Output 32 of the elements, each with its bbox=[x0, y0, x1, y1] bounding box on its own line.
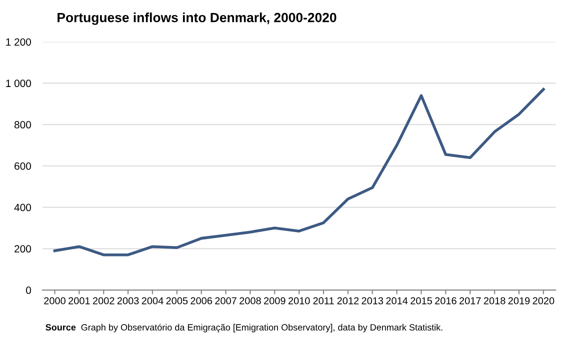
x-tick-label: 2015 bbox=[410, 297, 432, 304]
x-tick-label: 2014 bbox=[386, 297, 408, 304]
x-tick-label: 2010 bbox=[288, 297, 310, 304]
text: Source bbox=[46, 324, 76, 331]
y-tick-label: 800 bbox=[14, 121, 32, 128]
x-tick-label: 2013 bbox=[362, 297, 384, 304]
x-tick-label: 2003 bbox=[117, 297, 139, 304]
chart-title: Portuguese inflows into Denmark, 2000-2020 bbox=[58, 12, 336, 25]
x-tick-label: 2012 bbox=[337, 297, 359, 304]
line-series bbox=[53, 88, 545, 256]
x-tick-label: 2009 bbox=[264, 297, 286, 304]
y-tick-label: 200 bbox=[14, 245, 32, 253]
x-tick-label: 2000 bbox=[44, 297, 66, 304]
y-tick-label: 400 bbox=[14, 204, 32, 212]
x-tick-label: 2017 bbox=[460, 297, 481, 304]
y-tick-label: 1 200 bbox=[6, 38, 32, 46]
x-tick-label: 2004 bbox=[142, 297, 164, 304]
x-tick-label: 2019 bbox=[508, 297, 530, 304]
x-tick-label: 2008 bbox=[240, 297, 261, 304]
x-tick-label: 2006 bbox=[190, 297, 212, 304]
x-tick-label: 2016 bbox=[435, 297, 456, 304]
y-tick-label: 1 000 bbox=[6, 80, 32, 88]
y-tick-label: 0 bbox=[26, 286, 32, 294]
x-tick-label: 2002 bbox=[92, 297, 114, 304]
x-tick-label: 2001 bbox=[68, 297, 90, 304]
x-tick-label: 2005 bbox=[166, 297, 188, 304]
x-tick-label: 2007 bbox=[215, 297, 236, 304]
x-tick-label: 2011 bbox=[313, 297, 334, 304]
text: Graph by Observatório da Emigração [Emigration Observatory], data by Denmark Statistik. bbox=[81, 324, 442, 332]
x-tick-label: 2018 bbox=[484, 297, 506, 304]
y-tick-label: 600 bbox=[14, 162, 32, 170]
x-tick-label: 2020 bbox=[532, 297, 554, 304]
